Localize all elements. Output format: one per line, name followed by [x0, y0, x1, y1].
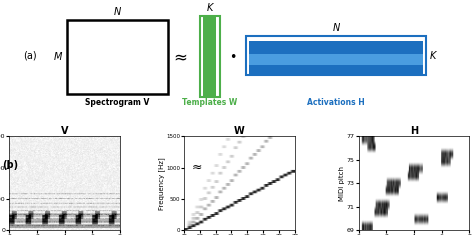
Text: K: K — [207, 3, 213, 13]
FancyBboxPatch shape — [246, 36, 426, 75]
Text: N: N — [332, 23, 339, 33]
Text: ≈: ≈ — [173, 48, 187, 66]
FancyBboxPatch shape — [248, 41, 423, 54]
Text: K: K — [430, 51, 437, 61]
FancyBboxPatch shape — [248, 65, 423, 74]
Title: V: V — [61, 126, 68, 136]
Y-axis label: MIDI pitch: MIDI pitch — [339, 166, 345, 201]
Y-axis label: Frequency [Hz]: Frequency [Hz] — [158, 157, 164, 210]
Text: Activations H: Activations H — [307, 98, 365, 107]
Text: Spectrogram V: Spectrogram V — [85, 98, 150, 107]
Text: •: • — [229, 51, 236, 64]
FancyBboxPatch shape — [203, 17, 216, 96]
FancyBboxPatch shape — [67, 20, 168, 94]
Text: M: M — [54, 52, 63, 62]
Title: W: W — [234, 126, 245, 136]
Text: Templates W: Templates W — [182, 98, 237, 107]
Title: H: H — [410, 126, 418, 136]
Text: (b): (b) — [2, 160, 18, 169]
FancyBboxPatch shape — [248, 55, 423, 65]
Text: ≈: ≈ — [191, 160, 202, 173]
Text: (a): (a) — [23, 51, 37, 61]
Text: N: N — [114, 7, 121, 17]
FancyBboxPatch shape — [201, 16, 219, 97]
